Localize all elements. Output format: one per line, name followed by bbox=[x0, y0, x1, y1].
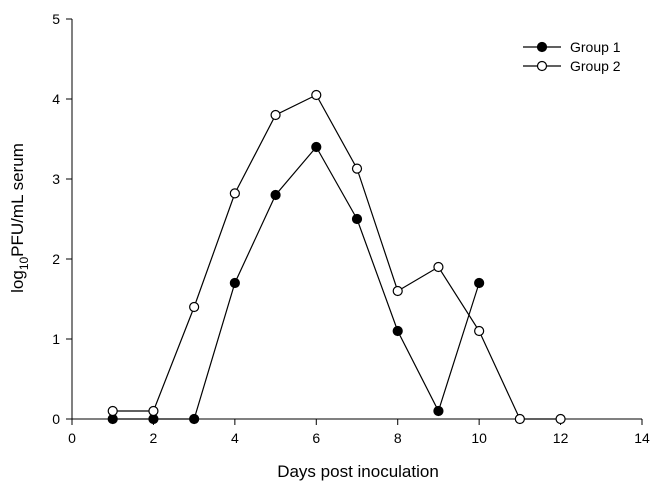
data-point-group-1 bbox=[189, 413, 200, 425]
x-tick-label: 14 bbox=[634, 430, 650, 446]
x-tick-label: 8 bbox=[394, 430, 402, 446]
y-tick-label: 4 bbox=[52, 91, 60, 107]
data-point-group-1 bbox=[311, 141, 322, 153]
data-point-group-2 bbox=[555, 413, 566, 425]
data-point-group-1 bbox=[270, 189, 281, 201]
y-tick-label: 5 bbox=[52, 11, 60, 27]
data-point-group-2 bbox=[311, 89, 322, 101]
x-tick-label: 10 bbox=[471, 430, 487, 446]
data-point-group-2 bbox=[229, 188, 240, 199]
data-point-group-2 bbox=[189, 301, 200, 313]
y-tick-label: 3 bbox=[52, 171, 60, 187]
legend-label-group-1: Group 1 bbox=[570, 39, 621, 55]
legend-marker-group-1 bbox=[536, 41, 548, 53]
y-tick-labels: 0 1 2 3 4 5 bbox=[52, 11, 60, 427]
data-point-group-2 bbox=[270, 109, 281, 121]
data-point-group-1 bbox=[229, 277, 240, 289]
y-axis-title-subscript: 10 bbox=[17, 256, 31, 270]
y-axis-title-prefix: log bbox=[8, 270, 27, 293]
y-tick-label: 1 bbox=[52, 331, 60, 347]
data-point-group-2 bbox=[433, 261, 444, 273]
series-markers bbox=[107, 89, 566, 425]
x-tick-labels: 0 2 4 6 8 10 12 14 bbox=[68, 430, 650, 446]
data-point-group-2 bbox=[107, 405, 118, 417]
data-point-group-2 bbox=[148, 405, 159, 417]
data-point-group-2 bbox=[474, 325, 485, 337]
x-tick-label: 2 bbox=[150, 430, 158, 446]
series-line-group-1 bbox=[112, 145, 480, 420]
data-point-group-1 bbox=[474, 277, 485, 289]
data-point-group-1 bbox=[351, 213, 363, 225]
series-lines bbox=[112, 94, 561, 420]
data-point-group-1 bbox=[433, 405, 444, 417]
x-tick-label: 12 bbox=[553, 430, 569, 446]
y-axis-title-suffix: PFU/mL serum bbox=[8, 143, 27, 257]
data-point-group-2 bbox=[514, 413, 525, 425]
y-axis-title: log10PFU/mL serum bbox=[8, 143, 31, 293]
data-point-group-2 bbox=[392, 285, 403, 297]
x-tick-label: 4 bbox=[231, 430, 239, 446]
legend-label-group-2: Group 2 bbox=[570, 58, 621, 74]
data-point-group-2 bbox=[351, 163, 363, 174]
legend: Group 1 Group 2 bbox=[523, 39, 621, 74]
tick-marks bbox=[66, 18, 643, 425]
x-tick-label: 0 bbox=[68, 430, 76, 446]
legend-marker-group-2 bbox=[536, 60, 548, 72]
y-tick-label: 0 bbox=[52, 411, 60, 427]
x-axis-title: Days post inoculation bbox=[277, 462, 439, 481]
x-tick-label: 6 bbox=[312, 430, 320, 446]
series-line-group-2 bbox=[112, 94, 561, 420]
data-point-group-1 bbox=[392, 325, 403, 337]
y-tick-label: 2 bbox=[52, 251, 60, 267]
